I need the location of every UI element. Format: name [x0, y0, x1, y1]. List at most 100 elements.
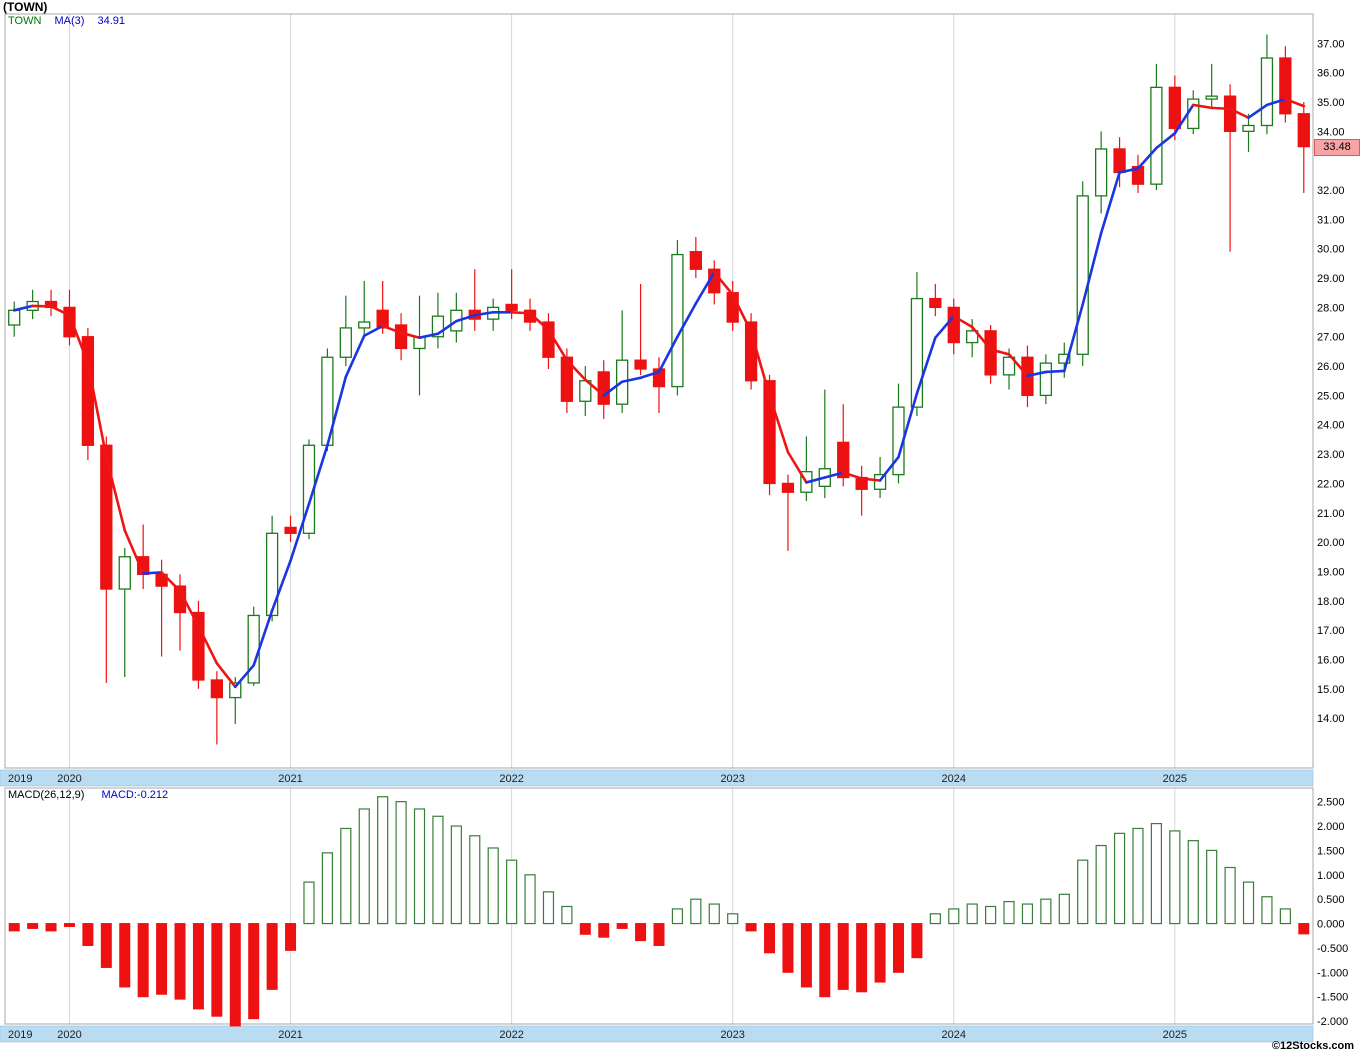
ma-line-segment — [49, 305, 71, 317]
candle-down — [652, 368, 666, 388]
ma-line-segment — [915, 336, 937, 395]
candle-down — [929, 297, 942, 309]
year-label: 2023 — [720, 773, 744, 785]
ma-line-segment — [362, 324, 384, 338]
macd-bar-positive — [1224, 866, 1236, 925]
ma-line-segment — [105, 455, 127, 532]
ma-line-segment — [1210, 106, 1232, 111]
ma-line-segment — [123, 529, 145, 575]
macd-bar-positive — [1095, 844, 1107, 925]
macd-bar-positive — [1113, 832, 1126, 925]
macd-bar-negative — [211, 923, 223, 1017]
ma-value: 34.91 — [97, 15, 126, 27]
price-tick-label: 37.00 — [1317, 38, 1345, 50]
macd-bar-negative — [156, 923, 168, 995]
macd-bar-negative — [27, 923, 39, 929]
macd-bar-negative — [229, 923, 241, 1027]
macd-bar-positive — [432, 815, 444, 925]
macd-bar-negative — [45, 923, 57, 932]
ma-line-segment — [1007, 353, 1029, 378]
ma-line-segment — [307, 443, 329, 506]
ma-line-segment — [1155, 132, 1177, 150]
price-tick-label: 35.00 — [1317, 97, 1345, 109]
ma-line-segment — [1136, 146, 1158, 170]
ma-line-segment — [805, 476, 827, 484]
ma-line-segment — [1191, 103, 1213, 110]
macd-tick-label: 2.000 — [1317, 821, 1345, 833]
candle-up — [431, 315, 445, 338]
candle-up — [1002, 356, 1016, 376]
ma-line-segment — [86, 361, 108, 459]
ma-line-segment — [694, 270, 716, 305]
ma-line-segment — [1173, 103, 1195, 135]
ma-line-segment — [841, 471, 863, 480]
candle-up — [358, 321, 371, 329]
ma-line-segment — [934, 314, 956, 340]
macd-tick-label: -0.500 — [1317, 943, 1348, 955]
macd-bar-positive — [1187, 840, 1199, 925]
ma-line-segment — [1044, 369, 1066, 374]
macd-tick-label: 1.000 — [1317, 870, 1345, 882]
candle-up — [339, 327, 352, 358]
macd-bar-positive — [487, 847, 499, 925]
macd-bar-negative — [745, 923, 757, 932]
candle-up — [1260, 57, 1274, 127]
macd-bar-negative — [285, 923, 297, 951]
macd-tick-label: 1.500 — [1317, 845, 1345, 857]
candle-down — [1223, 95, 1237, 133]
ma-line-segment — [989, 348, 1011, 356]
macd-bar-negative — [892, 923, 904, 973]
macd-bar-negative — [1298, 923, 1310, 935]
macd-bar-negative — [137, 923, 149, 998]
macd-bar-negative — [800, 923, 812, 988]
candle-down — [100, 444, 113, 590]
ma-line-segment — [1284, 97, 1306, 108]
macd-legend: MACD(26,12,9) MACD:-0.212 — [8, 789, 168, 801]
macd-bar-positive — [561, 905, 573, 925]
candle-down — [1168, 86, 1181, 130]
macd-tick-label: -2.000 — [1317, 1016, 1348, 1028]
ma-line-segment — [215, 662, 237, 689]
macd-bar-positive — [929, 913, 941, 925]
price-tick-label: 16.00 — [1317, 654, 1345, 666]
candle-down — [394, 324, 408, 350]
candle-down — [1279, 57, 1292, 115]
candle-up — [910, 297, 924, 408]
ma-line-segment — [160, 571, 182, 593]
year-label: 2019 — [8, 773, 32, 785]
macd-bar-positive — [948, 908, 960, 925]
year-label: 2025 — [1163, 773, 1187, 785]
ma-line-segment — [860, 477, 882, 482]
macd-tick-label: 0.500 — [1317, 894, 1345, 906]
year-label: 2025 — [1163, 1029, 1187, 1041]
macd-bar-negative — [911, 923, 923, 959]
ma-line-segment — [731, 293, 753, 334]
macd-bar-positive — [966, 903, 978, 925]
candle-up — [1076, 195, 1089, 355]
macd-bar-negative — [635, 923, 647, 942]
ma-line-segment — [1081, 231, 1103, 306]
ma-line-segment — [897, 392, 919, 459]
year-label: 2021 — [278, 773, 302, 785]
ma-line-segment — [952, 314, 974, 329]
candle-up — [1094, 148, 1108, 197]
candle-up — [873, 473, 887, 490]
x-axis-band-macd — [0, 1025, 1314, 1043]
ma-line-segment — [418, 332, 440, 340]
macd-bar-negative — [63, 923, 75, 927]
price-tick-label: 29.00 — [1317, 273, 1345, 285]
ma-line-segment — [12, 304, 34, 312]
candle-down — [560, 356, 574, 402]
ma-line-segment — [657, 335, 679, 374]
ma-line-segment — [455, 313, 477, 323]
year-label: 2024 — [942, 1029, 966, 1041]
year-label: 2024 — [942, 773, 966, 785]
ma-line-segment — [252, 609, 274, 667]
ma-line-segment — [233, 664, 256, 689]
ma-line-segment — [620, 376, 642, 384]
macd-bar-positive — [542, 891, 555, 925]
candle-down — [689, 250, 702, 270]
macd-bar-positive — [506, 859, 518, 925]
ma-line-segment — [436, 319, 458, 336]
macd-bar-negative — [856, 923, 868, 993]
